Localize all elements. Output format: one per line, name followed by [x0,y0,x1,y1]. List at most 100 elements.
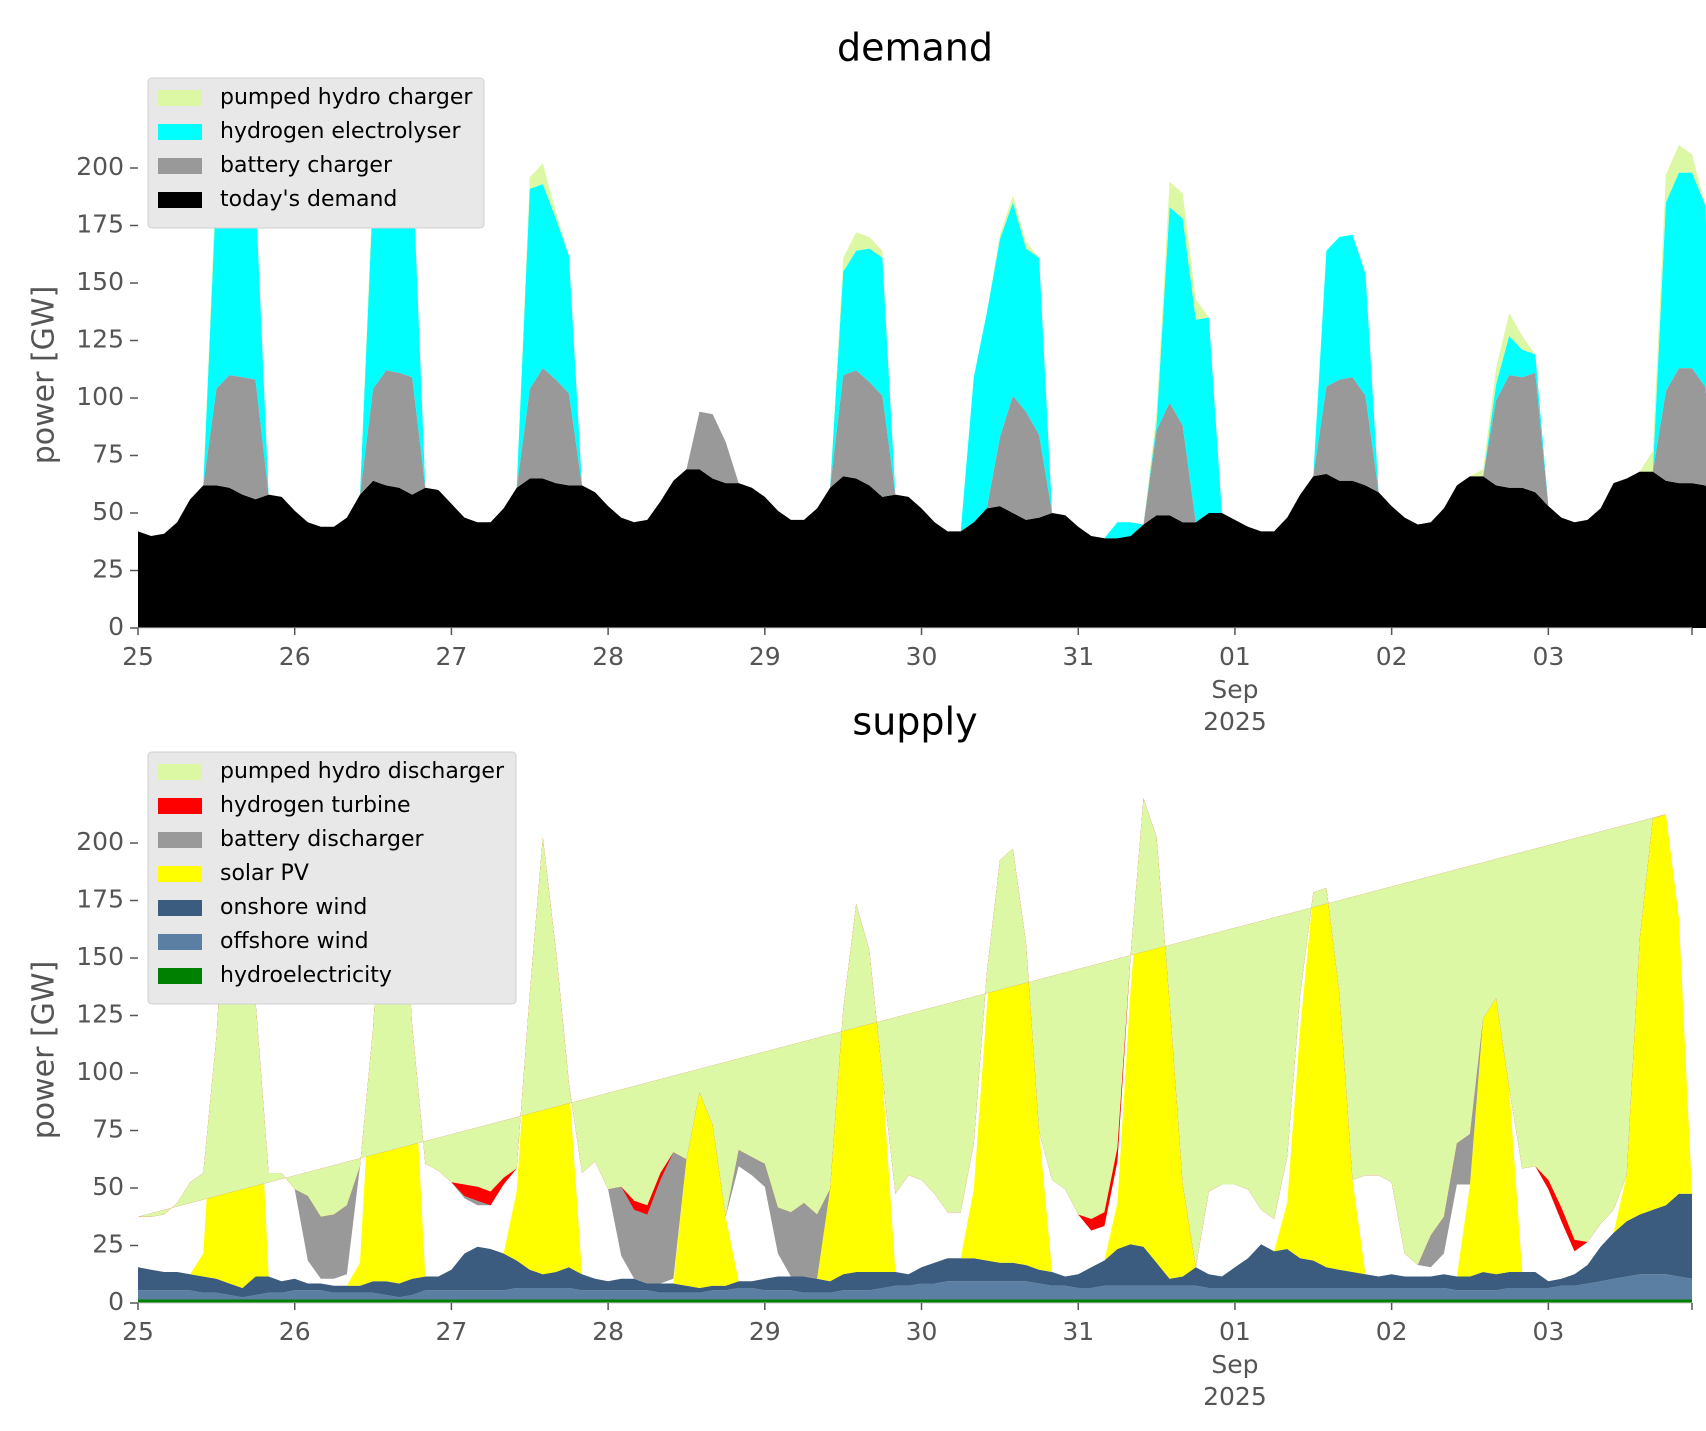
y-tick-label: 50 [92,497,124,526]
demand-title: demand [837,26,993,70]
legend-label: battery charger [220,153,393,178]
x-tick-label: 31 [1062,1317,1094,1346]
legend-item: hydrogen turbine [158,793,411,818]
legend-item: battery charger [158,153,393,178]
demand-legend: pumped hydro charger hydrogen electrolyse… [147,77,485,229]
demand-y-ticks: 0 25 50 75 100 125 150 175 200 [76,152,138,641]
y-tick-label: 200 [76,152,124,181]
x-tick-label: 29 [749,642,781,671]
legend-swatch [158,900,202,916]
x-tick-label: 30 [906,1317,938,1346]
demand-legend-box [147,77,485,229]
supply-series-onshore-wind [138,1193,1692,1298]
legend-label: hydroelectricity [220,963,392,988]
x-tick-label: 28 [592,642,624,671]
legend-swatch [158,866,202,882]
y-tick-label: 200 [76,827,124,856]
legend-item: hydrogen electrolyser [158,119,461,144]
supply-areas [138,798,1692,1303]
x-tick-label: 01 [1219,1317,1251,1346]
demand-x-ticks: 25 26 27 28 29 30 31 01 Sep 2025 02 03 [122,627,1693,736]
legend-swatch [158,192,202,208]
y-tick-label: 25 [92,555,124,584]
demand-series-today-s-demand [138,469,1706,628]
x-tick-month-label: Sep [1211,675,1258,704]
legend-swatch [158,90,202,106]
x-tick-label: 25 [122,642,154,671]
x-tick-label: 27 [436,1317,468,1346]
x-tick-label: 29 [749,1317,781,1346]
legend-item: pumped hydro charger [158,85,473,110]
x-tick-label: 30 [906,642,938,671]
legend-item: onshore wind [158,895,367,920]
y-tick-label: 50 [92,1172,124,1201]
y-tick-label: 100 [76,382,124,411]
legend-item: hydroelectricity [158,963,392,988]
x-tick-label: 03 [1532,642,1564,671]
y-tick-label: 125 [76,325,124,354]
legend-swatch [158,158,202,174]
y-tick-label: 25 [92,1230,124,1259]
x-tick-month-label: Sep [1211,1350,1258,1379]
legend-label: onshore wind [220,895,367,920]
y-tick-label: 175 [76,885,124,914]
y-tick-label: 125 [76,1000,124,1029]
legend-item: battery discharger [158,827,425,852]
supply-series-pumped-hydro-discharger [138,798,1666,1268]
legend-item: solar PV [158,861,309,886]
legend-label: hydrogen turbine [220,793,411,818]
supply-series-solar-pv [138,814,1692,1288]
x-tick-label: 03 [1532,1317,1564,1346]
x-tick-label: 26 [279,1317,311,1346]
supply-y-axis-label: power [GW] [27,961,62,1140]
supply-title: supply [852,700,977,744]
x-tick-year-label: 2025 [1203,1382,1267,1411]
x-tick-label: 26 [279,642,311,671]
x-tick-label: 31 [1062,642,1094,671]
demand-series-battery-charger [138,368,1706,539]
legend-swatch [158,968,202,984]
y-tick-label: 0 [108,1287,124,1316]
demand-series-hydrogen-electrolyser [138,151,1706,539]
legend-label: hydrogen electrolyser [220,119,461,144]
legend-label: solar PV [220,861,309,886]
supply-series-offshore-wind [138,1274,1692,1300]
legend-label: pumped hydro discharger [220,759,505,784]
legend-item: pumped hydro discharger [158,759,505,784]
x-tick-label: 02 [1376,1317,1408,1346]
supply-y-ticks: 0 25 50 75 100 125 150 175 200 [76,827,138,1316]
supply-x-ticks: 25 26 27 28 29 30 31 01 Sep 2025 02 03 [122,1302,1693,1411]
supply-legend: pumped hydro discharger hydrogen turbine b… [147,751,517,1005]
y-tick-label: 0 [108,612,124,641]
x-tick-year-label: 2025 [1203,707,1267,736]
legend-swatch [158,798,202,814]
x-tick-label: 01 [1219,642,1251,671]
supply-series-hydroelectricity [138,1299,1692,1303]
y-tick-label: 75 [92,440,124,469]
legend-item: offshore wind [158,929,369,954]
legend-item: today's demand [158,187,397,212]
legend-swatch [158,124,202,140]
legend-label: offshore wind [220,929,369,954]
legend-swatch [158,764,202,780]
legend-swatch [158,832,202,848]
y-tick-label: 175 [76,210,124,239]
legend-label: pumped hydro charger [220,85,473,110]
x-tick-label: 28 [592,1317,624,1346]
x-tick-label: 25 [122,1317,154,1346]
demand-areas [138,142,1706,628]
y-tick-label: 150 [76,267,124,296]
supply-legend-box [147,751,517,1005]
x-tick-label: 27 [436,642,468,671]
x-tick-label: 02 [1376,642,1408,671]
y-tick-label: 150 [76,942,124,971]
y-tick-label: 100 [76,1057,124,1086]
legend-swatch [158,934,202,950]
demand-y-axis-label: power [GW] [27,286,62,465]
y-tick-label: 75 [92,1115,124,1144]
legend-label: today's demand [220,187,397,212]
legend-label: battery discharger [220,827,425,852]
